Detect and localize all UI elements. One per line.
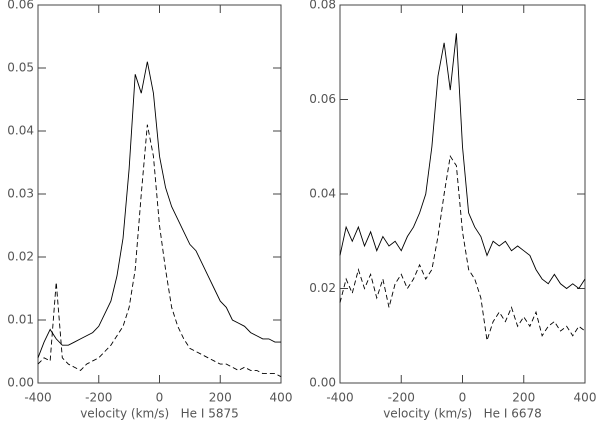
x-axis-label: velocity (km/s) He I 5875 [80,407,239,421]
y-tick-label: 0.02 [309,281,336,295]
y-tick-label: 0.03 [7,187,34,201]
data-line [339,33,586,290]
x-tick-label: 0 [156,391,164,405]
data-line [339,154,586,341]
y-tick-label: 0.06 [309,92,336,106]
x-tick-label: 400 [574,391,597,405]
y-tick-label: 0.05 [7,61,34,75]
y-tick-label: 0.00 [309,376,336,390]
x-axis-label: velocity (km/s) He I 6678 [383,407,542,421]
y-tick-label: 0.02 [7,250,34,264]
y-tick-label: 0.00 [7,376,34,390]
data-line [37,124,282,378]
x-tick-label: -400 [24,391,51,405]
x-tick-label: 200 [209,391,232,405]
x-tick-label: 200 [512,391,535,405]
y-tick-label: 0.04 [7,124,34,138]
x-tick-label: 400 [270,391,293,405]
y-tick-label: 0.01 [7,313,34,327]
y-tick-label: 0.04 [309,187,336,201]
x-tick-label: -400 [326,391,353,405]
y-tick-label: 0.06 [7,0,34,12]
x-tick-label: -200 [388,391,415,405]
x-tick-label: 0 [459,391,467,405]
plot-frame [339,4,586,384]
data-line [37,61,281,358]
x-tick-label: -200 [85,391,112,405]
y-tick-label: 0.08 [309,0,336,12]
